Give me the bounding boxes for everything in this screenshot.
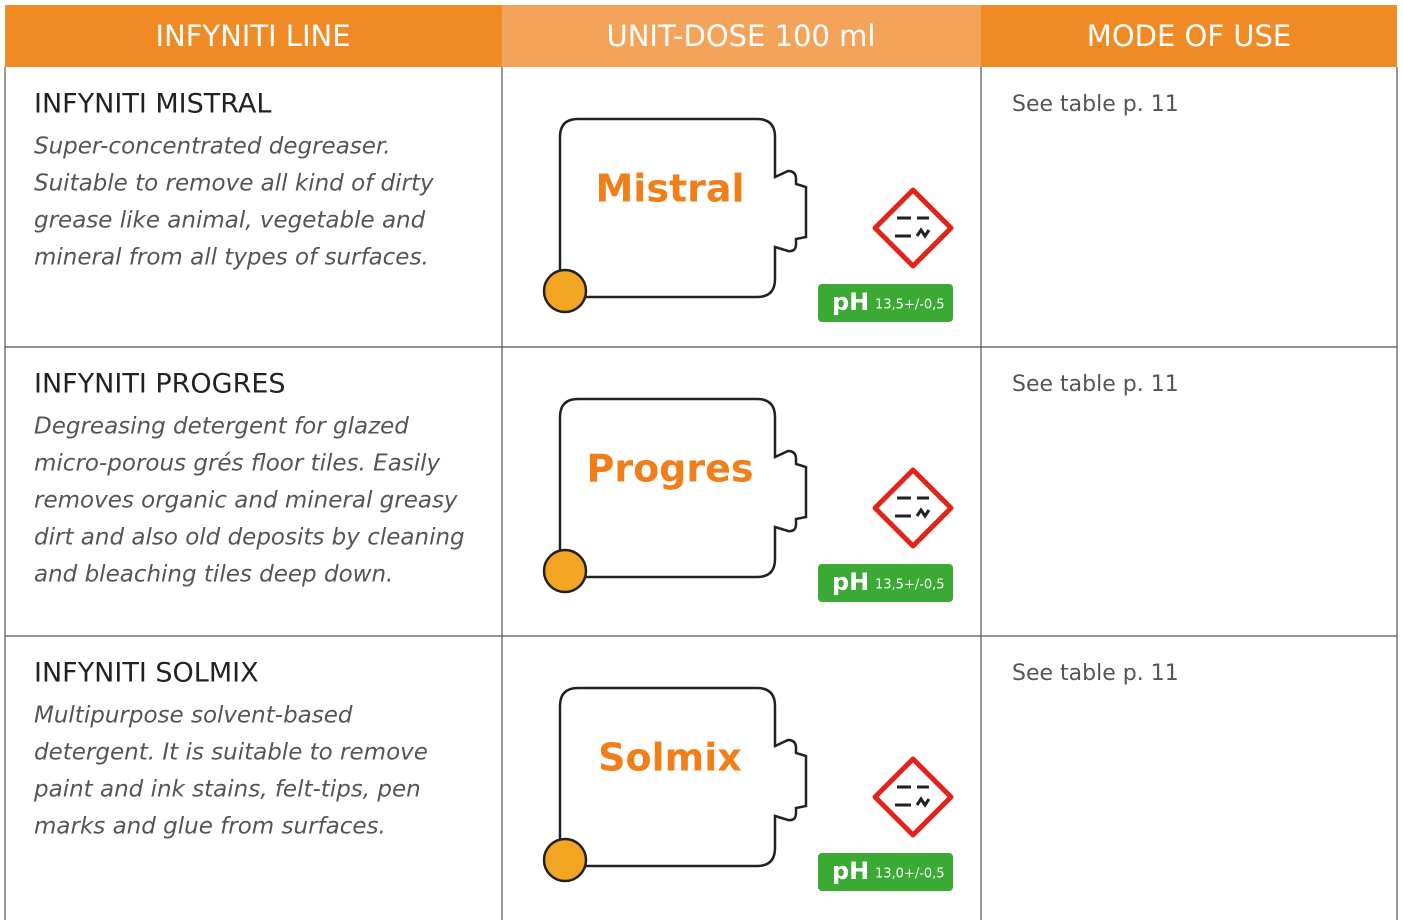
product-description: mineral from all types of surfaces. — [34, 245, 429, 271]
ph-label: pH — [832, 288, 869, 316]
ph-value: 13,5+/-0,5 — [875, 298, 945, 313]
header-cell — [5, 5, 502, 67]
product-description: removes organic and mineral greasy — [34, 488, 458, 514]
hazard-symbol — [895, 496, 931, 519]
ph-badge — [818, 564, 953, 602]
product-description: paint and ink stains, felt-tips, pen — [33, 777, 421, 803]
ph-value: 13,0+/-0,5 — [875, 867, 945, 882]
bottle-label: Mistral — [595, 167, 744, 211]
product-description: and bleaching tiles deep down. — [34, 562, 393, 588]
header-cell — [502, 5, 981, 67]
header-cell — [981, 5, 1397, 67]
product-description: Degreasing detergent for glazed — [34, 414, 409, 440]
ph-badge — [818, 284, 953, 322]
product-description: micro-porous grés floor tiles. Easily — [34, 451, 441, 477]
ph-value: 13,5+/-0,5 — [875, 578, 945, 593]
mode-of-use: See table p. 11 — [1012, 372, 1179, 397]
hazard-symbol — [895, 785, 931, 808]
bottle-cap — [542, 837, 588, 883]
mode-of-use: See table p. 11 — [1012, 661, 1179, 686]
ph-badge — [818, 853, 953, 891]
bottle-cap — [542, 268, 588, 314]
header-label: INFYNITI LINE — [155, 19, 350, 53]
product-name: INFYNITI PROGRES — [34, 369, 286, 400]
product-name: INFYNITI SOLMIX — [34, 658, 259, 689]
hazard-pictogram — [872, 467, 954, 549]
product-description: Multipurpose solvent-based — [34, 703, 353, 729]
product-description: dirt and also old deposits by cleaning — [34, 525, 465, 551]
hazard-pictogram — [872, 756, 954, 838]
header-label: MODE OF USE — [1087, 19, 1291, 53]
ph-label: pH — [832, 857, 869, 885]
product-description: detergent. It is suitable to remove — [34, 740, 428, 766]
product-description: Super-concentrated degreaser. — [34, 134, 391, 160]
bottle-label: Progres — [586, 447, 753, 491]
hazard-symbol — [895, 216, 931, 239]
product-name: INFYNITI MISTRAL — [34, 89, 271, 120]
hazard-pictogram — [872, 187, 954, 269]
header-label: UNIT-DOSE 100 ml — [607, 19, 876, 53]
product-description: Suitable to remove all kind of dirty — [34, 171, 434, 197]
bottle-cap — [542, 548, 588, 594]
product-description: grease like animal, vegetable and — [34, 208, 426, 234]
bottle-label: Solmix — [598, 736, 742, 780]
ph-label: pH — [832, 568, 869, 596]
mode-of-use: See table p. 11 — [1012, 92, 1179, 117]
product-description: marks and glue from surfaces. — [34, 814, 386, 840]
